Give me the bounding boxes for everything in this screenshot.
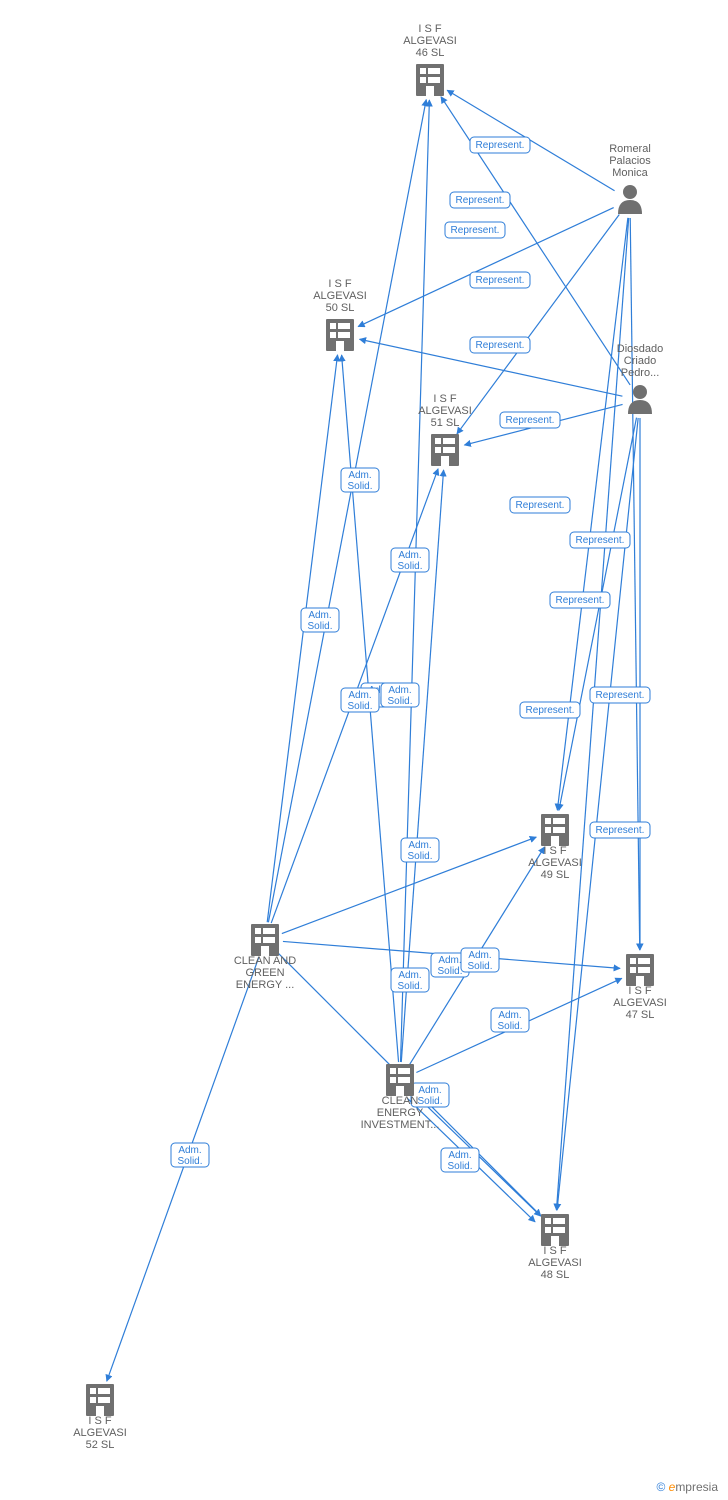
edge-diosdado-isf49 xyxy=(559,418,637,811)
node-isf47[interactable]: I S FALGEVASI47 SL xyxy=(613,954,667,1021)
building-icon xyxy=(86,1384,114,1416)
edge-label: Represent. xyxy=(596,825,645,836)
edge-label: Adm.Solid. xyxy=(397,550,422,572)
edge-label: Represent. xyxy=(451,225,500,236)
building-icon xyxy=(386,1064,414,1096)
edge-label: Adm.Solid. xyxy=(437,955,462,977)
edge-romeral-isf51 xyxy=(457,214,619,433)
node-isf50[interactable]: I S FALGEVASI50 SL xyxy=(313,278,367,351)
node-clean[interactable]: CLEAN ANDGREENENERGY ... xyxy=(234,924,296,991)
building-icon xyxy=(251,924,279,956)
building-icon xyxy=(541,1214,569,1246)
person-icon xyxy=(618,185,642,214)
node-label: I S FALGEVASI48 SL xyxy=(528,1245,582,1281)
relationship-graph: Represent. Represent. Represent. Represent.… xyxy=(0,0,728,1500)
edge-label: Adm.Solid. xyxy=(417,1085,442,1107)
node-label: I S FALGEVASI50 SL xyxy=(313,278,367,314)
edge-label: Represent. xyxy=(506,415,555,426)
node-label: I S FALGEVASI51 SL xyxy=(418,393,472,429)
person-icon xyxy=(628,385,652,414)
building-icon xyxy=(541,814,569,846)
footer-branding: © empresia xyxy=(656,1480,718,1494)
edge-cleanei-isf46 xyxy=(401,100,430,1062)
edge-label: Represent. xyxy=(596,690,645,701)
edge-label: Adm.Solid. xyxy=(407,840,432,862)
edge-label: Adm.Solid. xyxy=(397,970,422,992)
edge-label: Represent. xyxy=(516,500,565,511)
edge-romeral-isf47 xyxy=(630,218,640,950)
edge-clean-isf52 xyxy=(107,957,259,1381)
edge-label: Represent. xyxy=(476,275,525,286)
node-label: RomeralPalaciosMonica xyxy=(609,143,651,179)
node-label: I S FALGEVASI49 SL xyxy=(528,845,582,881)
node-label: DiosdadoCriadoPedro... xyxy=(617,343,663,379)
edge-label: Adm.Solid. xyxy=(497,1010,522,1032)
node-isf51[interactable]: I S FALGEVASI51 SL xyxy=(418,393,472,466)
edge-label: Represent. xyxy=(526,705,575,716)
node-label: I S FALGEVASI52 SL xyxy=(73,1415,127,1451)
building-icon xyxy=(416,64,444,96)
node-label: I S FALGEVASI47 SL xyxy=(613,985,667,1021)
building-icon xyxy=(626,954,654,986)
brand-rest: mpresia xyxy=(675,1480,718,1494)
edge-label: Represent. xyxy=(476,340,525,351)
edge-label: Adm.Solid. xyxy=(387,685,412,707)
node-isf52[interactable]: I S FALGEVASI52 SL xyxy=(73,1384,127,1451)
edge-label: Adm.Solid. xyxy=(467,950,492,972)
edge-label: Adm.Solid. xyxy=(177,1145,202,1167)
node-label: CLEAN ANDGREENENERGY ... xyxy=(234,955,296,991)
node-isf46[interactable]: I S FALGEVASI46 SL xyxy=(403,23,457,96)
node-label: I S FALGEVASI46 SL xyxy=(403,23,457,59)
building-icon xyxy=(431,434,459,466)
edge-label: Represent. xyxy=(476,140,525,151)
building-icon xyxy=(326,319,354,351)
node-diosdado[interactable]: DiosdadoCriadoPedro... xyxy=(617,343,663,414)
edge-label: Represent. xyxy=(456,195,505,206)
edge-label: Adm.Solid. xyxy=(447,1150,472,1172)
edge-label: Represent. xyxy=(576,535,625,546)
edge-label: Adm.Solid. xyxy=(347,470,372,492)
edge-clean-isf46 xyxy=(268,100,426,923)
copyright-symbol: © xyxy=(656,1480,665,1494)
node-romeral[interactable]: RomeralPalaciosMonica xyxy=(609,143,651,214)
node-isf49[interactable]: I S FALGEVASI49 SL xyxy=(528,814,582,881)
node-isf48[interactable]: I S FALGEVASI48 SL xyxy=(528,1214,582,1281)
edge-label: Represent. xyxy=(556,595,605,606)
edge-label: Adm.Solid. xyxy=(347,690,372,712)
edge-diosdado-isf46 xyxy=(441,97,630,385)
edge-label: Adm.Solid. xyxy=(307,610,332,632)
